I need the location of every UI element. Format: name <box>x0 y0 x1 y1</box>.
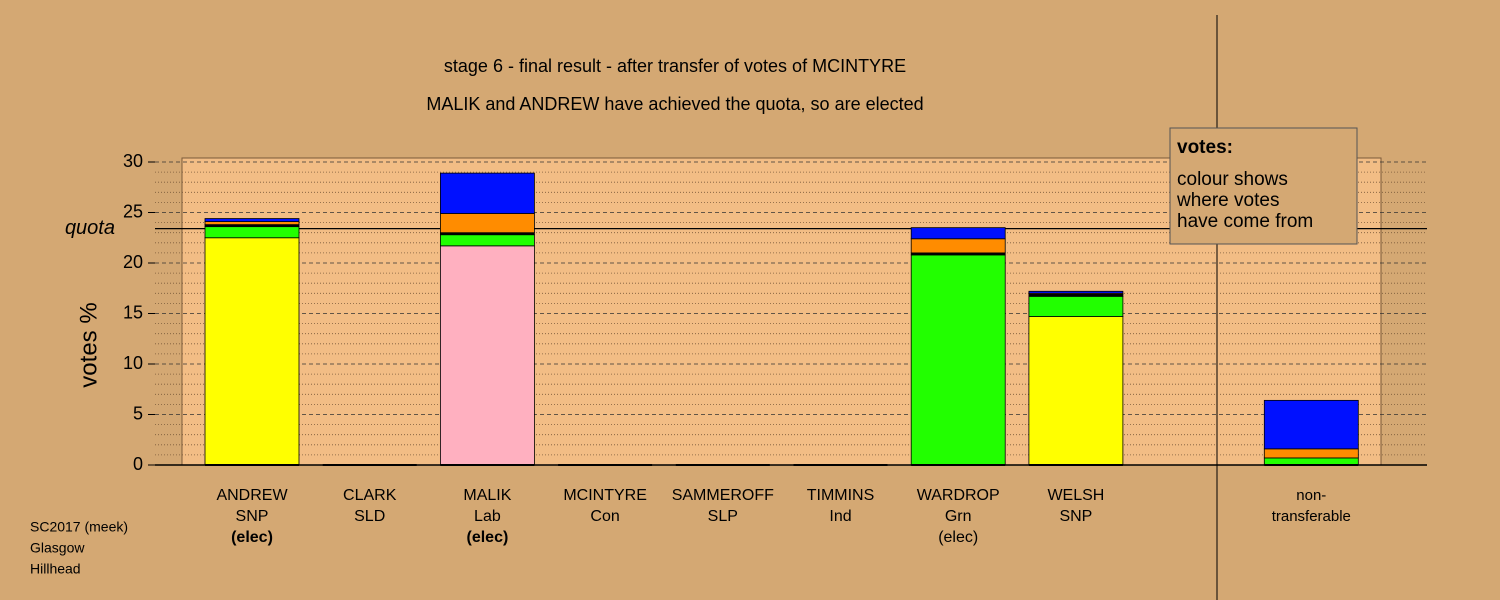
bar-segment <box>910 238 1006 254</box>
bar-segment <box>439 172 535 214</box>
legend-text: have come from <box>1177 211 1313 232</box>
x-tick-label: SNP <box>1059 508 1092 525</box>
y-tick-label: 10 <box>123 353 143 373</box>
x-tick-label: TIMMINS <box>807 487 875 504</box>
bar-segment <box>1263 399 1359 450</box>
bar-segment <box>1263 457 1359 466</box>
legend-title: votes: <box>1177 137 1233 158</box>
x-tick-label: SAMMEROFF <box>672 487 774 504</box>
bar-segment <box>910 227 1006 240</box>
x-tick-label: transferable <box>1272 508 1351 525</box>
chart-subtitle: MALIK and ANDREW have achieved the quota… <box>426 94 923 114</box>
bar-segment <box>1028 295 1124 317</box>
bar-segment <box>1028 316 1124 466</box>
legend-text: colour shows <box>1177 169 1288 190</box>
y-tick-label: 30 <box>123 151 143 171</box>
x-tick-label: (elec) <box>938 529 978 546</box>
quota-label: quota <box>65 217 115 239</box>
x-tick-label: SNP <box>236 508 269 525</box>
x-tick-label: Grn <box>945 508 972 525</box>
x-tick-label: CLARK <box>343 487 397 504</box>
y-tick-label: 25 <box>123 201 143 221</box>
bar-segment <box>204 221 300 226</box>
bar-segment <box>204 226 300 239</box>
x-tick-label: Lab <box>474 508 501 525</box>
y-tick-label: 20 <box>123 252 143 272</box>
bar-segment <box>1263 448 1359 459</box>
x-tick-label: Ind <box>829 508 851 525</box>
footer-text: SC2017 (meek) <box>30 519 128 535</box>
bar-segment <box>439 234 535 247</box>
legend-box <box>1169 127 1358 245</box>
footer-text: Glasgow <box>30 540 85 556</box>
x-tick-label: WELSH <box>1047 487 1104 504</box>
x-tick-label: (elec) <box>231 529 273 546</box>
bar-segment <box>439 213 535 234</box>
x-tick-label: ANDREW <box>216 487 288 504</box>
legend-text: where votes <box>1176 190 1279 211</box>
footer-text: Hillhead <box>30 561 81 577</box>
y-tick-label: 5 <box>133 403 143 423</box>
x-tick-label: Con <box>590 508 619 525</box>
chart-title: stage 6 - final result - after transfer … <box>444 56 906 76</box>
y-axis-label: votes % <box>75 302 102 387</box>
bar-segment <box>1028 290 1124 294</box>
bar-segment <box>910 254 1006 466</box>
bar-segment <box>439 245 535 466</box>
x-tick-label: non- <box>1296 487 1326 504</box>
x-tick-label: MALIK <box>463 487 511 504</box>
x-tick-label: SLP <box>708 508 738 525</box>
y-tick-label: 0 <box>133 454 143 474</box>
x-tick-label: SLD <box>354 508 385 525</box>
y-tick-label: 15 <box>123 302 143 322</box>
x-tick-label: WARDROP <box>917 487 1000 504</box>
bar-segment <box>204 218 300 222</box>
x-tick-label: MCINTYRE <box>563 487 647 504</box>
x-tick-label: (elec) <box>467 529 509 546</box>
bar-segment <box>204 237 300 466</box>
